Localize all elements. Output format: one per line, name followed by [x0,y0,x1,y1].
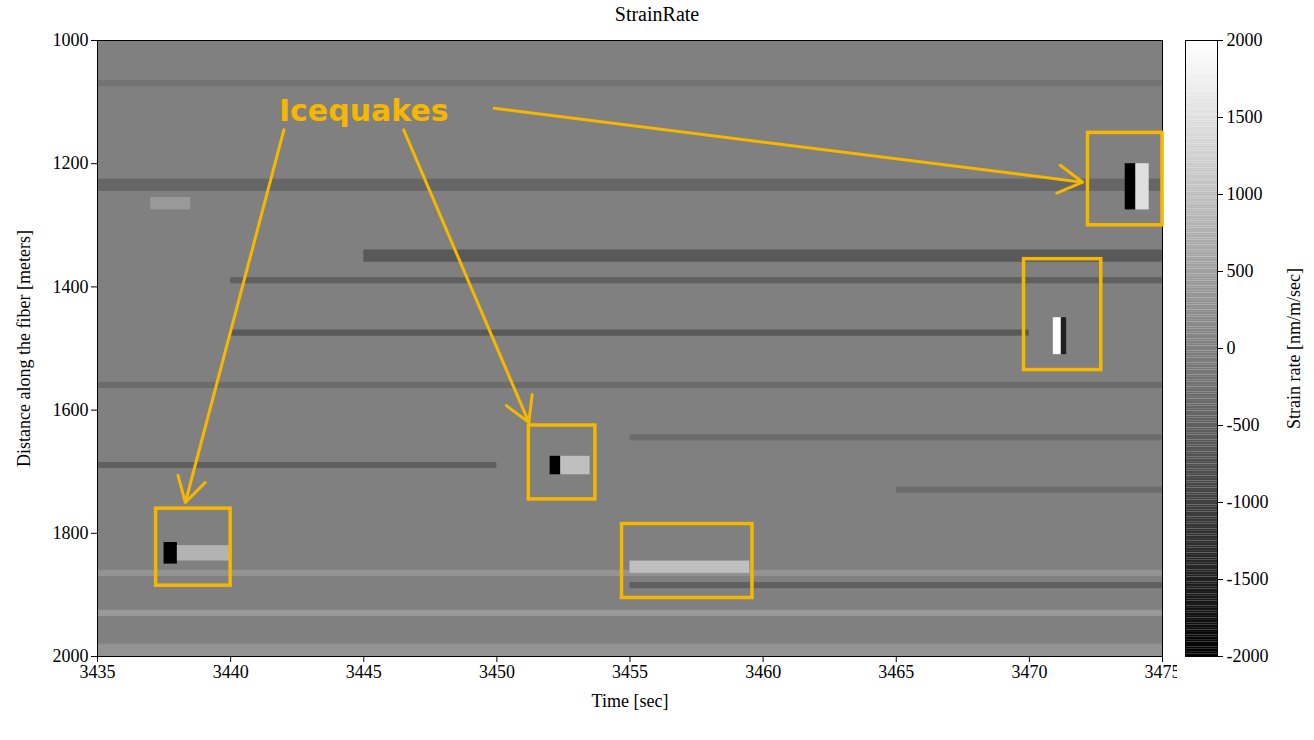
svg-text:3435: 3435 [80,662,116,682]
svg-text:Strain rate [nm/m/sec]: Strain rate [nm/m/sec] [1284,268,1304,429]
svg-text:1200: 1200 [53,153,89,173]
svg-text:3450: 3450 [479,662,515,682]
svg-text:3475: 3475 [1145,662,1181,682]
svg-text:-500: -500 [1227,415,1260,435]
svg-text:3440: 3440 [213,662,249,682]
svg-text:-2000: -2000 [1227,646,1269,666]
svg-text:Time [sec]: Time [sec] [592,691,669,711]
svg-text:1800: 1800 [53,523,89,543]
html-text:StrainRate: StrainRate [614,3,700,25]
svg-text:1000: 1000 [53,30,89,50]
svg-text:1000: 1000 [1227,184,1263,204]
svg-text:1500: 1500 [1227,107,1263,127]
svg-text:-1000: -1000 [1227,492,1269,512]
svg-text:3455: 3455 [612,662,648,682]
svg-text:0: 0 [1227,338,1236,358]
svg-text:3445: 3445 [346,662,382,682]
svg-text:2000: 2000 [1227,30,1263,50]
svg-text:1400: 1400 [53,277,89,297]
svg-text:3470: 3470 [1011,662,1047,682]
svg-text:500: 500 [1227,261,1254,281]
svg-text:3465: 3465 [878,662,914,682]
svg-text:3460: 3460 [745,662,781,682]
svg-text:1600: 1600 [53,400,89,420]
svg-text:Icequakes: Icequakes [279,93,449,128]
svg-text:-1500: -1500 [1227,569,1269,589]
svg-text:2000: 2000 [52,646,89,667]
svg-text:Distance along the fiber [mete: Distance along the fiber [meters] [14,230,34,467]
